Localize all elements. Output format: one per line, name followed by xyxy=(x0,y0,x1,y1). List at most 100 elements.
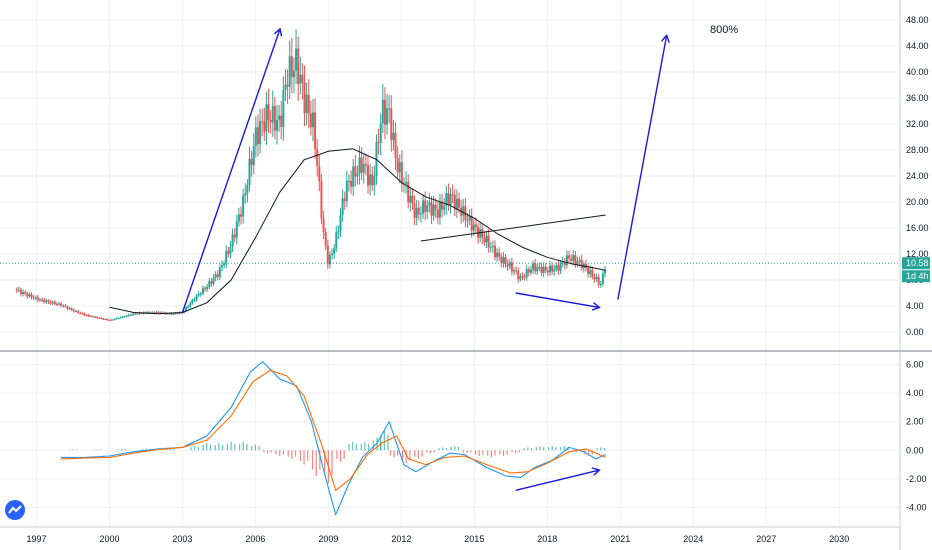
candle-body xyxy=(388,108,391,110)
candle-body xyxy=(261,121,264,123)
candle-body xyxy=(72,310,75,312)
candle-body xyxy=(527,269,530,273)
candle-body xyxy=(132,313,135,315)
macd-pane[interactable] xyxy=(60,360,606,517)
macd-histogram-bar xyxy=(251,446,253,451)
candle-body xyxy=(299,74,302,84)
candle-body xyxy=(532,263,535,270)
candle-body xyxy=(386,108,389,125)
x-tick-label: 2012 xyxy=(391,534,411,544)
candle-body xyxy=(510,262,513,272)
time-axis[interactable]: 1997 2000 2003 2006 2009 2012 2015 2018 2021 2024… xyxy=(26,534,849,544)
candle-body xyxy=(297,48,300,84)
macd-histogram-bar xyxy=(348,443,350,451)
macd-histogram-bar xyxy=(76,449,78,451)
candle-body xyxy=(479,229,482,238)
macd-histogram-bar xyxy=(287,450,289,457)
candle-body xyxy=(394,132,397,159)
candle-body xyxy=(225,250,228,264)
candle-body xyxy=(529,269,532,273)
candle-body xyxy=(506,264,509,267)
macd-histogram-bar xyxy=(145,448,147,451)
candle-body xyxy=(197,294,200,296)
candle-body xyxy=(369,174,372,186)
candle-body xyxy=(134,313,137,315)
logo-icon xyxy=(8,505,22,514)
candle-body xyxy=(96,317,99,319)
price-tick-label: 44.00 xyxy=(906,41,929,51)
macd-histogram-bar xyxy=(478,450,480,456)
candle-body xyxy=(362,164,365,173)
candle-body xyxy=(604,270,607,274)
macd-histogram-bar xyxy=(336,450,338,459)
candle-body xyxy=(193,299,196,301)
candle-body xyxy=(350,181,353,187)
candle-body xyxy=(534,263,537,272)
macd-histogram-bar xyxy=(214,444,216,451)
candle-body xyxy=(218,267,221,278)
candle-body xyxy=(570,258,573,261)
candle-body xyxy=(496,252,499,258)
price-tick-label: 12.00 xyxy=(906,249,929,259)
candle-body xyxy=(185,307,188,312)
candle-body xyxy=(146,312,149,314)
macd-histogram-bar xyxy=(190,447,192,451)
candle-body xyxy=(419,213,422,215)
macd-histogram-bar xyxy=(234,443,236,451)
macd-histogram-bar xyxy=(450,447,452,451)
candle-body xyxy=(453,194,456,210)
price-arrow-3 xyxy=(617,36,667,300)
x-tick-label: 2018 xyxy=(537,534,557,544)
tradingview-logo[interactable] xyxy=(5,500,25,520)
candle-body xyxy=(191,300,194,304)
macd-histogram-bar xyxy=(535,447,537,451)
candle-body xyxy=(400,162,403,184)
macd-histogram-bar xyxy=(543,447,545,451)
candle-body xyxy=(295,48,298,71)
macd-histogram-bar xyxy=(254,444,257,451)
candle-body xyxy=(85,315,88,317)
candle-body xyxy=(259,121,262,145)
macd-histogram-bar xyxy=(169,448,171,451)
candle-body xyxy=(305,94,308,114)
candle-body xyxy=(381,99,384,124)
candle-body xyxy=(356,173,359,177)
candle-body xyxy=(352,166,355,187)
drawing-annotations[interactable]: 800% xyxy=(181,24,738,491)
macd-histogram-bar xyxy=(226,443,229,451)
candle-body xyxy=(155,312,158,314)
macd-histogram-bar xyxy=(324,450,326,475)
candle-body xyxy=(483,237,486,243)
price-tick-label: 0.00 xyxy=(906,327,924,337)
candle-body xyxy=(100,317,103,319)
macd-histogram-bar xyxy=(438,448,440,451)
candle-body xyxy=(557,265,560,271)
candle-body xyxy=(589,269,592,275)
price-pane[interactable] xyxy=(0,28,900,322)
macd-histogram-bar xyxy=(603,448,606,451)
price-tick-label: 48.00 xyxy=(906,15,929,25)
macd-histogram-bar xyxy=(246,443,248,451)
candle-body xyxy=(170,313,173,315)
candle-body xyxy=(233,234,236,238)
candle-body xyxy=(256,127,259,145)
candle-body xyxy=(335,232,338,249)
candle-body xyxy=(26,293,29,297)
macd-histogram-bar xyxy=(319,450,321,470)
candle-body xyxy=(422,200,425,214)
macd-tick-label: 2.00 xyxy=(906,417,924,427)
candle-body xyxy=(19,289,22,295)
candle-body xyxy=(311,112,314,128)
candle-body xyxy=(159,312,162,314)
macd-histogram-bar xyxy=(494,450,496,456)
x-tick-label: 1997 xyxy=(26,534,46,544)
price-tick-label: 24.00 xyxy=(906,171,929,181)
candle-body xyxy=(47,300,50,302)
grid-lines xyxy=(0,0,900,526)
x-tick-label: 2027 xyxy=(756,534,776,544)
annotation-800-percent: 800% xyxy=(710,24,738,36)
candle-body xyxy=(220,265,223,268)
macd-axis[interactable]: 6.00 4.00 2.00 0.00 -2.00 -4.00 xyxy=(906,360,927,513)
candle-body xyxy=(119,317,122,319)
